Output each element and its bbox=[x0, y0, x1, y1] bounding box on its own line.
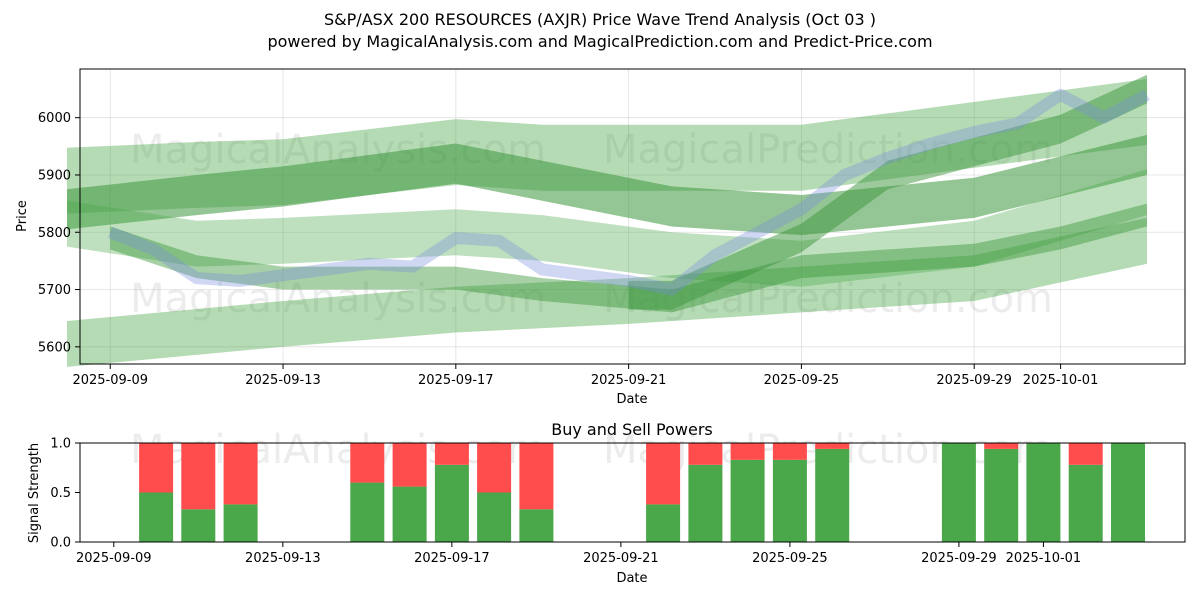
price-y-tick-label: 5800 bbox=[38, 226, 71, 241]
price-plot-frame bbox=[79, 68, 1186, 365]
buy-bar bbox=[815, 448, 850, 542]
sell-bar bbox=[181, 443, 216, 510]
watermark-text: MagicalAnalysis.com bbox=[130, 276, 546, 322]
price-x-tick-label: 2025-09-13 bbox=[245, 373, 321, 388]
sell-bar bbox=[139, 443, 174, 493]
signal-x-tick-label: 2025-09-29 bbox=[921, 551, 997, 566]
price-x-axis-label: Date bbox=[616, 392, 647, 407]
signal-x-tick-label: 2025-09-13 bbox=[245, 551, 321, 566]
sell-bar bbox=[434, 443, 469, 465]
price-x-tick-label: 2025-10-01 bbox=[1023, 373, 1099, 388]
signal-x-tick-label: 2025-10-01 bbox=[1006, 551, 1082, 566]
buy-bar bbox=[1026, 443, 1061, 542]
signal-x-tick-label: 2025-09-17 bbox=[414, 551, 490, 566]
price-x-tick-label: 2025-09-29 bbox=[936, 373, 1012, 388]
signal-x-tick-label: 2025-09-25 bbox=[752, 551, 828, 566]
signal-chart-title: Buy and Sell Powers bbox=[551, 420, 713, 439]
sell-bar bbox=[815, 443, 850, 449]
sell-bar bbox=[772, 443, 807, 460]
sell-bar bbox=[350, 443, 385, 483]
wave-band-fall-wave bbox=[67, 169, 1147, 287]
price-x-tick-label: 2025-09-25 bbox=[764, 373, 840, 388]
price-x-tick-label: 2025-09-09 bbox=[72, 373, 148, 388]
buy-bar bbox=[350, 482, 385, 542]
buy-bar bbox=[730, 459, 765, 542]
wave-band-rise-wave bbox=[628, 74, 1147, 310]
signal-x-axis-label: Date bbox=[616, 571, 647, 586]
price-panel: MagicalAnalysis.comMagicalPrediction.com… bbox=[15, 68, 1186, 407]
sell-bar bbox=[984, 443, 1019, 449]
price-y-tick-label: 5700 bbox=[38, 283, 71, 298]
signal-y-axis-label: Signal Strength bbox=[27, 443, 42, 543]
price-y-tick-label: 6000 bbox=[38, 111, 71, 126]
wave-band-low-wave bbox=[67, 217, 1147, 367]
sell-bar bbox=[646, 443, 681, 505]
buy-bar bbox=[519, 509, 554, 542]
buy-bar bbox=[1111, 443, 1145, 542]
sell-bar bbox=[223, 443, 258, 505]
buy-bar bbox=[1068, 464, 1103, 542]
sell-bar bbox=[730, 443, 765, 460]
buy-bar bbox=[223, 504, 258, 542]
sell-bar bbox=[477, 443, 512, 493]
buy-bar bbox=[139, 492, 174, 542]
buy-bar bbox=[772, 459, 807, 542]
sell-bar bbox=[688, 443, 723, 465]
signal-x-tick-label: 2025-09-21 bbox=[583, 551, 659, 566]
signal-panel: Buy and Sell Powers MagicalAnalysis.comM… bbox=[27, 420, 1186, 586]
buy-bar bbox=[181, 509, 216, 542]
buy-bar bbox=[646, 504, 681, 542]
signal-x-tick-label: 2025-09-09 bbox=[76, 551, 152, 566]
signal-y-tick-label: 0.5 bbox=[50, 486, 71, 501]
sell-bar bbox=[519, 443, 554, 510]
sell-bar bbox=[392, 443, 427, 487]
price-x-tick-label: 2025-09-21 bbox=[591, 373, 667, 388]
wave-band-mid-wave bbox=[110, 203, 1148, 313]
buy-bar bbox=[477, 492, 512, 542]
chart-subtitle: powered by MagicalAnalysis.com and Magic… bbox=[267, 32, 932, 51]
signal-y-tick-label: 1.0 bbox=[50, 437, 71, 452]
price-y-tick-label: 5600 bbox=[38, 340, 71, 355]
wave-band-trend-wave bbox=[67, 134, 1147, 236]
buy-bar bbox=[434, 464, 469, 542]
buy-bar bbox=[688, 464, 723, 542]
price-y-axis-label: Price bbox=[15, 200, 30, 232]
buy-bar bbox=[984, 448, 1019, 542]
price-y-tick-label: 5900 bbox=[38, 168, 71, 183]
price-x-tick-label: 2025-09-17 bbox=[418, 373, 494, 388]
buy-bar bbox=[941, 443, 976, 542]
signal-y-tick-label: 0.0 bbox=[50, 536, 71, 551]
sell-bar bbox=[1068, 443, 1103, 465]
chart-title: S&P/ASX 200 RESOURCES (AXJR) Price Wave … bbox=[324, 10, 876, 29]
buy-bar bbox=[392, 486, 427, 542]
price-line bbox=[107, 88, 1150, 296]
